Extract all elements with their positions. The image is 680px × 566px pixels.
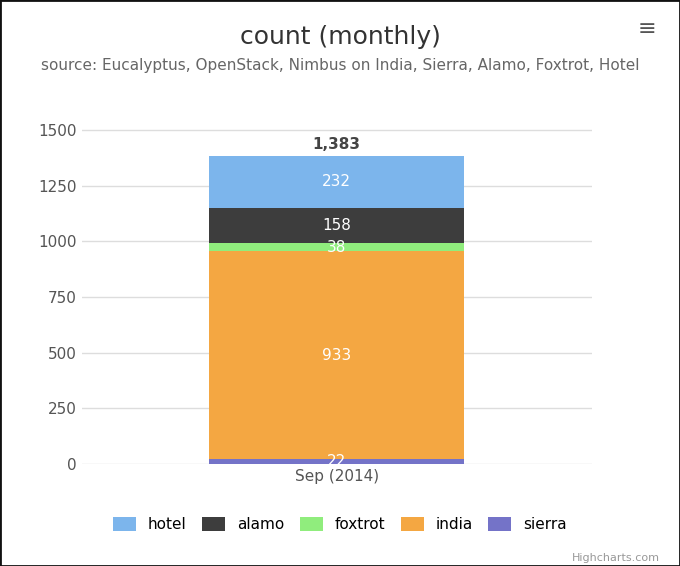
Text: 1,383: 1,383 bbox=[313, 137, 360, 152]
Text: 933: 933 bbox=[322, 348, 352, 363]
Text: 22: 22 bbox=[327, 454, 346, 469]
Bar bbox=[209, 243, 464, 251]
Legend: hotel, alamo, foxtrot, india, sierra: hotel, alamo, foxtrot, india, sierra bbox=[107, 511, 573, 539]
Bar bbox=[209, 459, 464, 464]
Text: source: Eucalyptus, OpenStack, Nimbus on India, Sierra, Alamo, Foxtrot, Hotel: source: Eucalyptus, OpenStack, Nimbus on… bbox=[41, 58, 639, 72]
Text: 158: 158 bbox=[322, 218, 351, 233]
Text: ≡: ≡ bbox=[638, 19, 656, 40]
Text: 38: 38 bbox=[327, 239, 346, 255]
Bar bbox=[209, 156, 464, 208]
Text: Highcharts.com: Highcharts.com bbox=[572, 553, 660, 563]
Bar bbox=[209, 251, 464, 459]
Text: 232: 232 bbox=[322, 174, 351, 189]
Text: count (monthly): count (monthly) bbox=[239, 25, 441, 49]
Bar bbox=[209, 208, 464, 243]
